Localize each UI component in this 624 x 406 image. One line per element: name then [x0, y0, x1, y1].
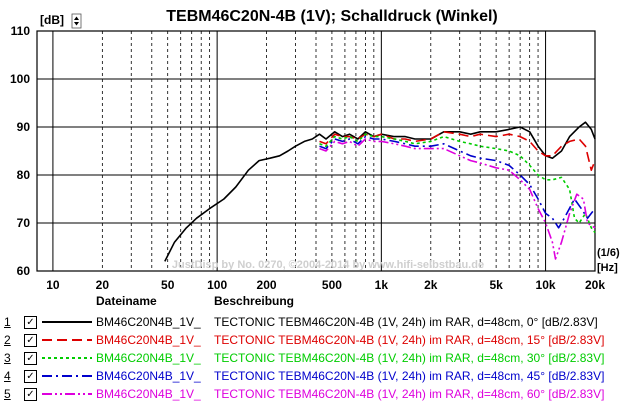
y-tick-label: 110 [11, 24, 31, 38]
legend-line-sample [42, 339, 92, 341]
x-axis: 10 20 50 100 200 500 1k 2k 5k 10k 20k [46, 278, 605, 292]
legend-checkbox[interactable]: ✓ [24, 388, 37, 401]
legend-description: TECTONIC TEBM46C20N-4B (1V, 24h) im RAR,… [214, 387, 605, 401]
legend-row: 3 ✓ BM46C20N4B_1V_ TECTONIC TEBM46C20N-4B (… [0, 350, 624, 368]
legend-row: 4 ✓ BM46C20N4B_1V_ TECTONIC TEBM46C20N-4B (… [0, 368, 624, 386]
y-tick-label: 100 [10, 72, 30, 86]
x-tick-label: 1k [375, 278, 389, 292]
legend-description: TECTONIC TEBM46C20N-4B (1V, 24h) im RAR,… [214, 333, 605, 347]
legend-line-sample [42, 375, 92, 377]
x-tick-label: 20 [96, 278, 110, 292]
legend-row-index[interactable]: 4 [4, 369, 11, 383]
series-line-5 [319, 138, 596, 260]
legend-checkbox[interactable]: ✓ [24, 370, 37, 383]
watermark: JustDisp by No. 0270, ©2004-2014 by www.… [172, 259, 484, 271]
legend-header-description: Beschreibung [214, 294, 295, 308]
x-unit-top: (1/6) [597, 247, 620, 259]
legend-description: TECTONIC TEBM46C20N-4B (1V, 24h) im RAR,… [214, 369, 605, 383]
x-tick-label: 5k [489, 278, 503, 292]
x-tick-label: 20k [585, 278, 605, 292]
legend-row-index[interactable]: 3 [4, 351, 11, 365]
legend-row: 5 ✓ BM46C20N4B_1V_ TECTONIC TEBM46C20N-4B (… [0, 386, 624, 404]
y-unit-spinner-icon[interactable] [71, 13, 82, 29]
x-tick-label: 100 [207, 278, 227, 292]
legend-file-name: BM46C20N4B_1V_ [96, 333, 201, 347]
legend-row: 2 ✓ BM46C20N4B_1V_ TECTONIC TEBM46C20N-4B (… [0, 332, 624, 350]
x-tick-label: 200 [257, 278, 277, 292]
legend-row-index[interactable]: 1 [4, 315, 11, 329]
legend-checkbox[interactable]: ✓ [24, 316, 37, 329]
y-unit-label: [dB] [40, 13, 64, 27]
x-tick-label: 10 [46, 278, 60, 292]
x-tick-label: 50 [161, 278, 175, 292]
x-tick-label: 10k [536, 278, 556, 292]
y-axis: 60 70 80 90 100 110 [10, 24, 30, 278]
frequency-response-chart: TEBM46C20N-4B (1V); Schalldruck (Winkel)… [10, 8, 620, 292]
legend-row-index[interactable]: 5 [4, 387, 11, 401]
legend-row-index[interactable]: 2 [4, 333, 11, 347]
y-tick-label: 80 [17, 168, 31, 182]
grid [37, 31, 595, 271]
y-tick-label: 70 [17, 216, 31, 230]
legend-checkbox[interactable]: ✓ [24, 334, 37, 347]
legend-line-sample [42, 357, 92, 359]
y-tick-label: 60 [17, 264, 31, 278]
series-line-4 [319, 135, 596, 229]
series-layer [164, 121, 596, 262]
legend-line-sample [42, 393, 92, 395]
legend-description: TECTONIC TEBM46C20N-4B (1V, 24h) im RAR,… [214, 315, 598, 329]
legend-line-sample [42, 321, 92, 323]
legend-row: 1 ✓ BM46C20N4B_1V_ TECTONIC TEBM46C20N-4B (… [0, 314, 624, 332]
series-line-3 [319, 133, 596, 234]
series-line-2 [319, 131, 596, 171]
legend-checkbox[interactable]: ✓ [24, 352, 37, 365]
legend-description: TECTONIC TEBM46C20N-4B (1V, 24h) im RAR,… [214, 351, 605, 365]
legend-file-name: BM46C20N4B_1V_ [96, 369, 201, 383]
x-tick-label: 2k [424, 278, 438, 292]
legend-file-name: BM46C20N4B_1V_ [96, 351, 201, 365]
chart-title: TEBM46C20N-4B (1V); Schalldruck (Winkel) [166, 8, 497, 25]
legend-file-name: BM46C20N4B_1V_ [96, 315, 201, 329]
legend-header-name: Dateiname [96, 294, 157, 308]
x-tick-label: 500 [322, 278, 342, 292]
y-tick-label: 90 [17, 120, 31, 134]
legend-file-name: BM46C20N4B_1V_ [96, 387, 201, 401]
x-unit-bottom: [Hz] [597, 262, 618, 274]
legend: Dateiname Beschreibung 1 ✓ BM46C20N4B_1V_ T… [0, 294, 624, 406]
